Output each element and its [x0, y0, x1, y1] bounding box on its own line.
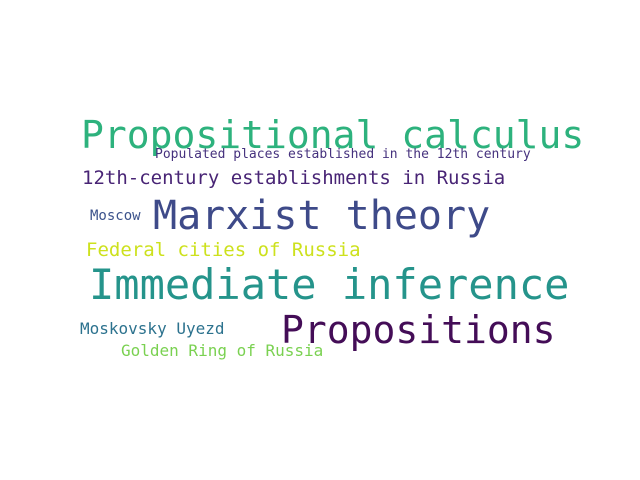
- word-golden-ring: Golden Ring of Russia: [121, 341, 324, 360]
- word-immediate-inference: Immediate inference: [89, 260, 570, 309]
- word-moscow: Moscow: [90, 208, 141, 224]
- word-propositions: Propositions: [281, 308, 556, 352]
- word-propositional-calculus: Propositional calculus: [81, 113, 585, 157]
- word-moskovsky-uyezd: Moskovsky Uyezd: [80, 319, 225, 338]
- word-federal-cities: Federal cities of Russia: [86, 239, 361, 261]
- word-12th-century-establishments: 12th-century establishments in Russia: [82, 167, 506, 189]
- word-marxist-theory: Marxist theory: [153, 193, 491, 239]
- word-populated-places: Populated places established in the 12th…: [155, 147, 531, 162]
